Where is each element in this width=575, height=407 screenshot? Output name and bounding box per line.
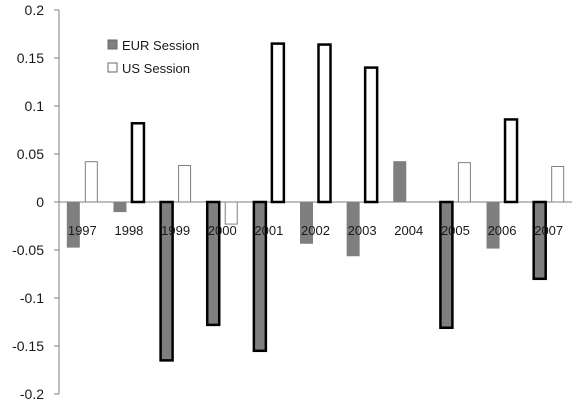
x-tick-label: 2002: [301, 223, 330, 238]
y-tick-label: -0.05: [12, 242, 44, 258]
us-bar: [224, 201, 238, 225]
legend-label-us: US Session: [122, 61, 190, 76]
x-tick-label: 1998: [114, 223, 143, 238]
y-tick-label: 0.15: [17, 50, 44, 66]
y-tick-label: 0.1: [25, 98, 45, 114]
bar-layer: [66, 42, 565, 362]
label-layer: 1997 1998 1999 2000 2001 2002 2003 2004 2005 2006…: [68, 223, 563, 238]
x-tick-label: 2007: [534, 223, 563, 238]
eur-bar: [486, 201, 500, 249]
legend-swatch-us: [107, 62, 118, 73]
y-tick-label: 0: [36, 194, 44, 210]
us-bar: [317, 43, 332, 204]
us-bar: [503, 118, 519, 204]
x-tick-label: 2006: [488, 223, 517, 238]
eur-bar: [346, 201, 360, 257]
x-tick-label: 1999: [161, 223, 190, 238]
x-tick-label: 2001: [254, 223, 283, 238]
legend-swatch-eur: [107, 39, 118, 50]
eur-bar: [66, 201, 80, 248]
us-bar: [178, 165, 192, 203]
y-tick-label: 0.2: [25, 2, 45, 18]
eur-bar: [113, 201, 127, 213]
x-tick-label: 1997: [68, 223, 97, 238]
us-bar: [457, 162, 471, 203]
us-bar: [270, 42, 286, 204]
us-bar: [363, 66, 379, 204]
eur-bar: [205, 200, 221, 327]
eur-bar: [300, 201, 313, 244]
y-tick-label: -0.2: [20, 386, 44, 402]
legend-label-eur: EUR Session: [122, 38, 199, 53]
eur-bar: [159, 200, 174, 362]
x-tick-label: 2004: [394, 223, 423, 238]
eur-bar: [532, 200, 547, 281]
eur-bar: [252, 200, 268, 353]
us-bar: [130, 122, 146, 204]
y-tick-label: 0.05: [17, 146, 44, 162]
eur-bar: [393, 161, 407, 203]
us-bar: [551, 165, 565, 203]
us-bar: [84, 161, 98, 203]
y-tick-label: -0.1: [20, 290, 44, 306]
x-tick-label: 2000: [208, 223, 237, 238]
x-tick-label: 2003: [348, 223, 377, 238]
x-tick-label: 2005: [441, 223, 470, 238]
axis-layer: 0.2 0.15 0.1 0.05 0 -0.05 -0.1 -0.15 -0.2: [12, 2, 572, 402]
legend: EUR Session US Session: [107, 38, 199, 76]
eur-bar: [439, 200, 454, 330]
y-tick-label: -0.15: [12, 338, 44, 354]
